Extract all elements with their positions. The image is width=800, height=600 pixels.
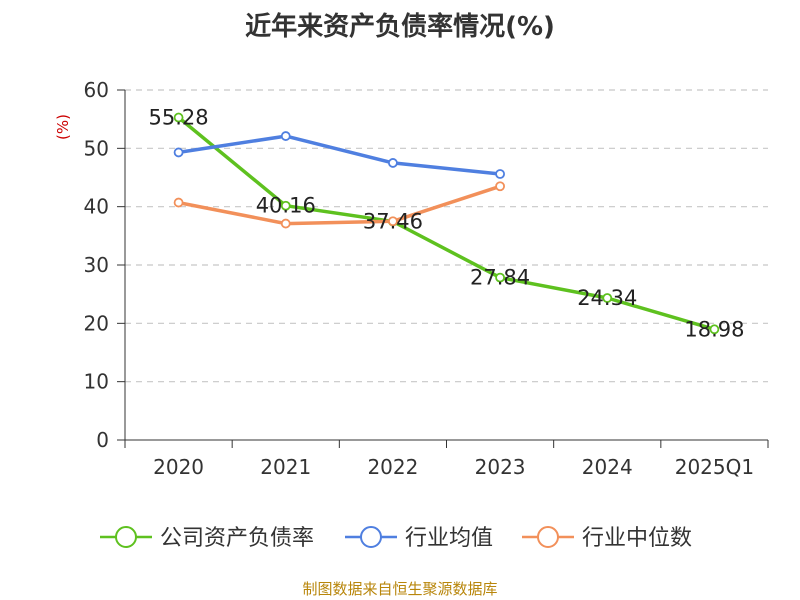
legend-label-1: 行业均值 bbox=[405, 526, 493, 551]
data-label-0-5: 18.98 bbox=[684, 317, 744, 341]
source-note: 制图数据来自恒生聚源数据库 bbox=[302, 580, 498, 598]
series-line-0 bbox=[177, 116, 715, 331]
point-0-5 bbox=[709, 324, 720, 335]
point-2-3 bbox=[495, 181, 505, 192]
chart-title: 近年来资产负债率情况(%) bbox=[245, 12, 555, 42]
data-label-0-1: 40.16 bbox=[256, 194, 316, 218]
y-tick-label-50: 50 bbox=[84, 136, 109, 160]
y-tick-label-60: 60 bbox=[84, 78, 109, 102]
x-tick-label-2024: 2024 bbox=[582, 455, 633, 479]
point-1-3 bbox=[495, 169, 505, 179]
legend-marker-1 bbox=[360, 526, 382, 548]
point-0-3 bbox=[495, 272, 505, 283]
point-2-0 bbox=[173, 197, 184, 208]
series-lines bbox=[173, 112, 720, 335]
legend-marker-0 bbox=[115, 526, 137, 548]
y-tick-label-30: 30 bbox=[84, 253, 109, 277]
y-axis-unit: (%) bbox=[54, 114, 72, 140]
point-0-0 bbox=[173, 112, 184, 123]
data-label-0-2: 37.46 bbox=[363, 209, 423, 233]
data-label-0-4: 24.34 bbox=[577, 286, 637, 310]
legend: 公司资产负债率 行业均值 行业中位数 bbox=[100, 526, 692, 551]
y-tick-label-20: 20 bbox=[84, 311, 109, 335]
point-2-1 bbox=[280, 218, 291, 229]
point-0-1 bbox=[280, 200, 291, 211]
point-2-2 bbox=[388, 216, 398, 227]
y-tick-label-10: 10 bbox=[84, 370, 109, 394]
point-0-4 bbox=[602, 293, 613, 303]
point-1-0 bbox=[173, 147, 184, 158]
legend-label-2: 行业中位数 bbox=[582, 526, 692, 551]
legend-marker-2 bbox=[537, 526, 559, 548]
point-1-1 bbox=[280, 131, 291, 141]
grid-lines bbox=[125, 89, 768, 383]
data-labels: 55.28 40.16 37.46 27.84 24.34 18.98 bbox=[149, 106, 745, 342]
legend-label-0: 公司资产负债率 bbox=[160, 526, 314, 551]
data-label-0-0: 55.28 bbox=[149, 106, 209, 130]
x-tick-label-2022: 2022 bbox=[367, 455, 418, 479]
y-tick-label-40: 40 bbox=[84, 195, 109, 219]
series-line-2 bbox=[178, 184, 501, 226]
series-line-1 bbox=[178, 134, 501, 176]
point-1-2 bbox=[388, 158, 398, 168]
x-tick-label-2021: 2021 bbox=[260, 455, 311, 479]
x-tick-label-2023: 2023 bbox=[475, 455, 526, 479]
x-tick-label-2020: 2020 bbox=[153, 455, 204, 479]
y-tick-label-0: 0 bbox=[96, 428, 109, 452]
x-tick-label-2025Q1: 2025Q1 bbox=[675, 455, 754, 479]
data-label-0-3: 27.84 bbox=[470, 266, 530, 290]
axes: 0 10 20 30 40 50 60 2020 2021 2022 2023 2024 2025Q1 bbox=[84, 78, 769, 479]
